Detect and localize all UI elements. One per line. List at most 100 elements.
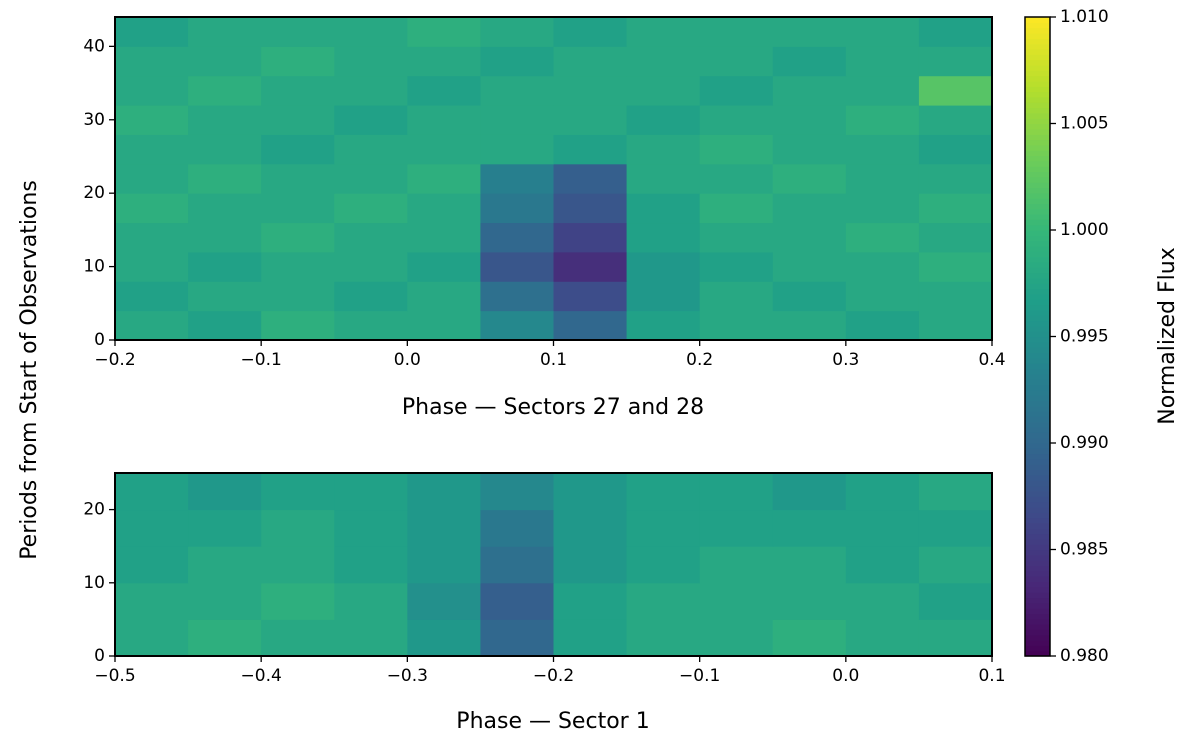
heatmap-cell bbox=[261, 17, 335, 47]
colorbar-band bbox=[1025, 538, 1050, 545]
heatmap-cell bbox=[261, 509, 335, 547]
heatmap-cell bbox=[261, 222, 335, 253]
heatmap-cell bbox=[626, 193, 701, 224]
heatmap-cell bbox=[334, 251, 408, 282]
heatmap-cell bbox=[407, 46, 481, 77]
heatmap-cell bbox=[480, 46, 554, 77]
colorbar-band bbox=[1025, 368, 1050, 375]
heatmap-cell bbox=[699, 46, 774, 77]
colorbar-band bbox=[1025, 86, 1050, 93]
colorbar-band bbox=[1025, 203, 1050, 210]
heatmap-cell bbox=[334, 163, 408, 194]
heatmap-cell bbox=[188, 509, 262, 547]
heatmap-cell bbox=[261, 582, 335, 620]
heatmap-cell bbox=[334, 509, 408, 547]
colorbar-band bbox=[1025, 325, 1050, 332]
x-tick-label: −0.2 bbox=[94, 350, 135, 370]
colorbar-band bbox=[1025, 480, 1050, 487]
colorbar-band bbox=[1025, 379, 1050, 386]
colorbar-band bbox=[1025, 224, 1050, 231]
colorbar-band bbox=[1025, 485, 1050, 492]
heatmap-cell bbox=[115, 310, 189, 341]
heatmap-cell bbox=[772, 619, 847, 657]
colorbar-band bbox=[1025, 634, 1050, 641]
colorbar-band bbox=[1025, 187, 1050, 194]
heatmap-cell bbox=[772, 310, 847, 341]
colorbar-band bbox=[1025, 427, 1050, 433]
colorbar-band bbox=[1025, 448, 1050, 455]
colorbar-band bbox=[1025, 618, 1050, 625]
heatmap-cell bbox=[407, 163, 481, 194]
colorbar-band bbox=[1025, 230, 1050, 236]
colorbar-band bbox=[1025, 474, 1050, 481]
colorbar-band bbox=[1025, 80, 1050, 87]
colorbar-band bbox=[1025, 150, 1050, 157]
x-tick-label: 0.1 bbox=[978, 666, 1005, 686]
colorbar-band bbox=[1025, 17, 1050, 23]
heatmap-cell bbox=[115, 105, 189, 135]
colorbar-band bbox=[1025, 501, 1050, 508]
heatmap-cell bbox=[115, 582, 189, 620]
heatmap-cell bbox=[553, 582, 628, 620]
heatmap-cell bbox=[261, 193, 335, 224]
colorbar-band bbox=[1025, 43, 1050, 50]
heatmap-cell bbox=[699, 163, 774, 194]
colorbar-tick-label: 1.005 bbox=[1060, 114, 1109, 134]
heatmap-cell bbox=[772, 105, 847, 135]
heatmap-cell bbox=[918, 281, 993, 312]
colorbar-band bbox=[1025, 421, 1050, 428]
heatmap-cell bbox=[918, 310, 993, 341]
colorbar-band bbox=[1025, 490, 1050, 497]
heatmap-cell bbox=[918, 105, 993, 135]
colorbar-band bbox=[1025, 309, 1050, 316]
heatmap-cell bbox=[261, 46, 335, 77]
heatmap-cell bbox=[626, 46, 701, 77]
colorbar-band bbox=[1025, 155, 1050, 162]
colorbar-band bbox=[1025, 123, 1050, 130]
heatmap-cell bbox=[918, 163, 993, 194]
heatmap-cell bbox=[188, 251, 262, 282]
colorbar-label: Normalized Flux bbox=[1155, 247, 1180, 424]
heatmap-cell bbox=[772, 281, 847, 312]
heatmap-cell bbox=[626, 509, 701, 547]
colorbar-band bbox=[1025, 464, 1050, 471]
colorbar-band bbox=[1025, 443, 1050, 449]
colorbar-band bbox=[1025, 570, 1050, 577]
heatmap-cell bbox=[845, 222, 920, 253]
colorbar-band bbox=[1025, 48, 1050, 55]
heatmap-cell bbox=[334, 546, 408, 584]
heatmap-cell bbox=[334, 105, 408, 135]
heatmap-cell bbox=[334, 75, 408, 106]
colorbar-band bbox=[1025, 357, 1050, 364]
heatmap-cell bbox=[845, 582, 920, 620]
heatmap-cell bbox=[845, 105, 920, 135]
heatmap-cell bbox=[188, 105, 262, 135]
colorbar-band bbox=[1025, 373, 1050, 380]
heatmap-cell bbox=[626, 582, 701, 620]
colorbar-band bbox=[1025, 59, 1050, 66]
heatmap-cell bbox=[553, 46, 628, 77]
heatmap-cell bbox=[407, 582, 481, 620]
heatmap-cell bbox=[115, 619, 189, 657]
heatmap-cell bbox=[699, 193, 774, 224]
colorbar-band bbox=[1025, 411, 1050, 417]
heatmap-cell bbox=[407, 222, 481, 253]
heatmap-cell bbox=[626, 105, 701, 135]
heatmap-cell bbox=[407, 17, 481, 47]
heatmap-cell bbox=[115, 17, 189, 47]
heatmap-cell bbox=[480, 75, 554, 106]
colorbar-band bbox=[1025, 432, 1050, 439]
heatmap-cell bbox=[845, 46, 920, 77]
colorbar-band bbox=[1025, 27, 1050, 34]
heatmap-cell bbox=[261, 251, 335, 282]
heatmap-cell bbox=[699, 281, 774, 312]
colorbar-band bbox=[1025, 118, 1050, 125]
heatmap-cell bbox=[626, 75, 701, 106]
colorbar-band bbox=[1025, 293, 1050, 300]
colorbar-band bbox=[1025, 192, 1050, 199]
colorbar-band bbox=[1025, 91, 1050, 98]
y-tick-label: 0 bbox=[94, 646, 105, 666]
heatmap-cell bbox=[188, 582, 262, 620]
heatmap-cell bbox=[553, 281, 628, 312]
colorbar-band bbox=[1025, 272, 1050, 279]
